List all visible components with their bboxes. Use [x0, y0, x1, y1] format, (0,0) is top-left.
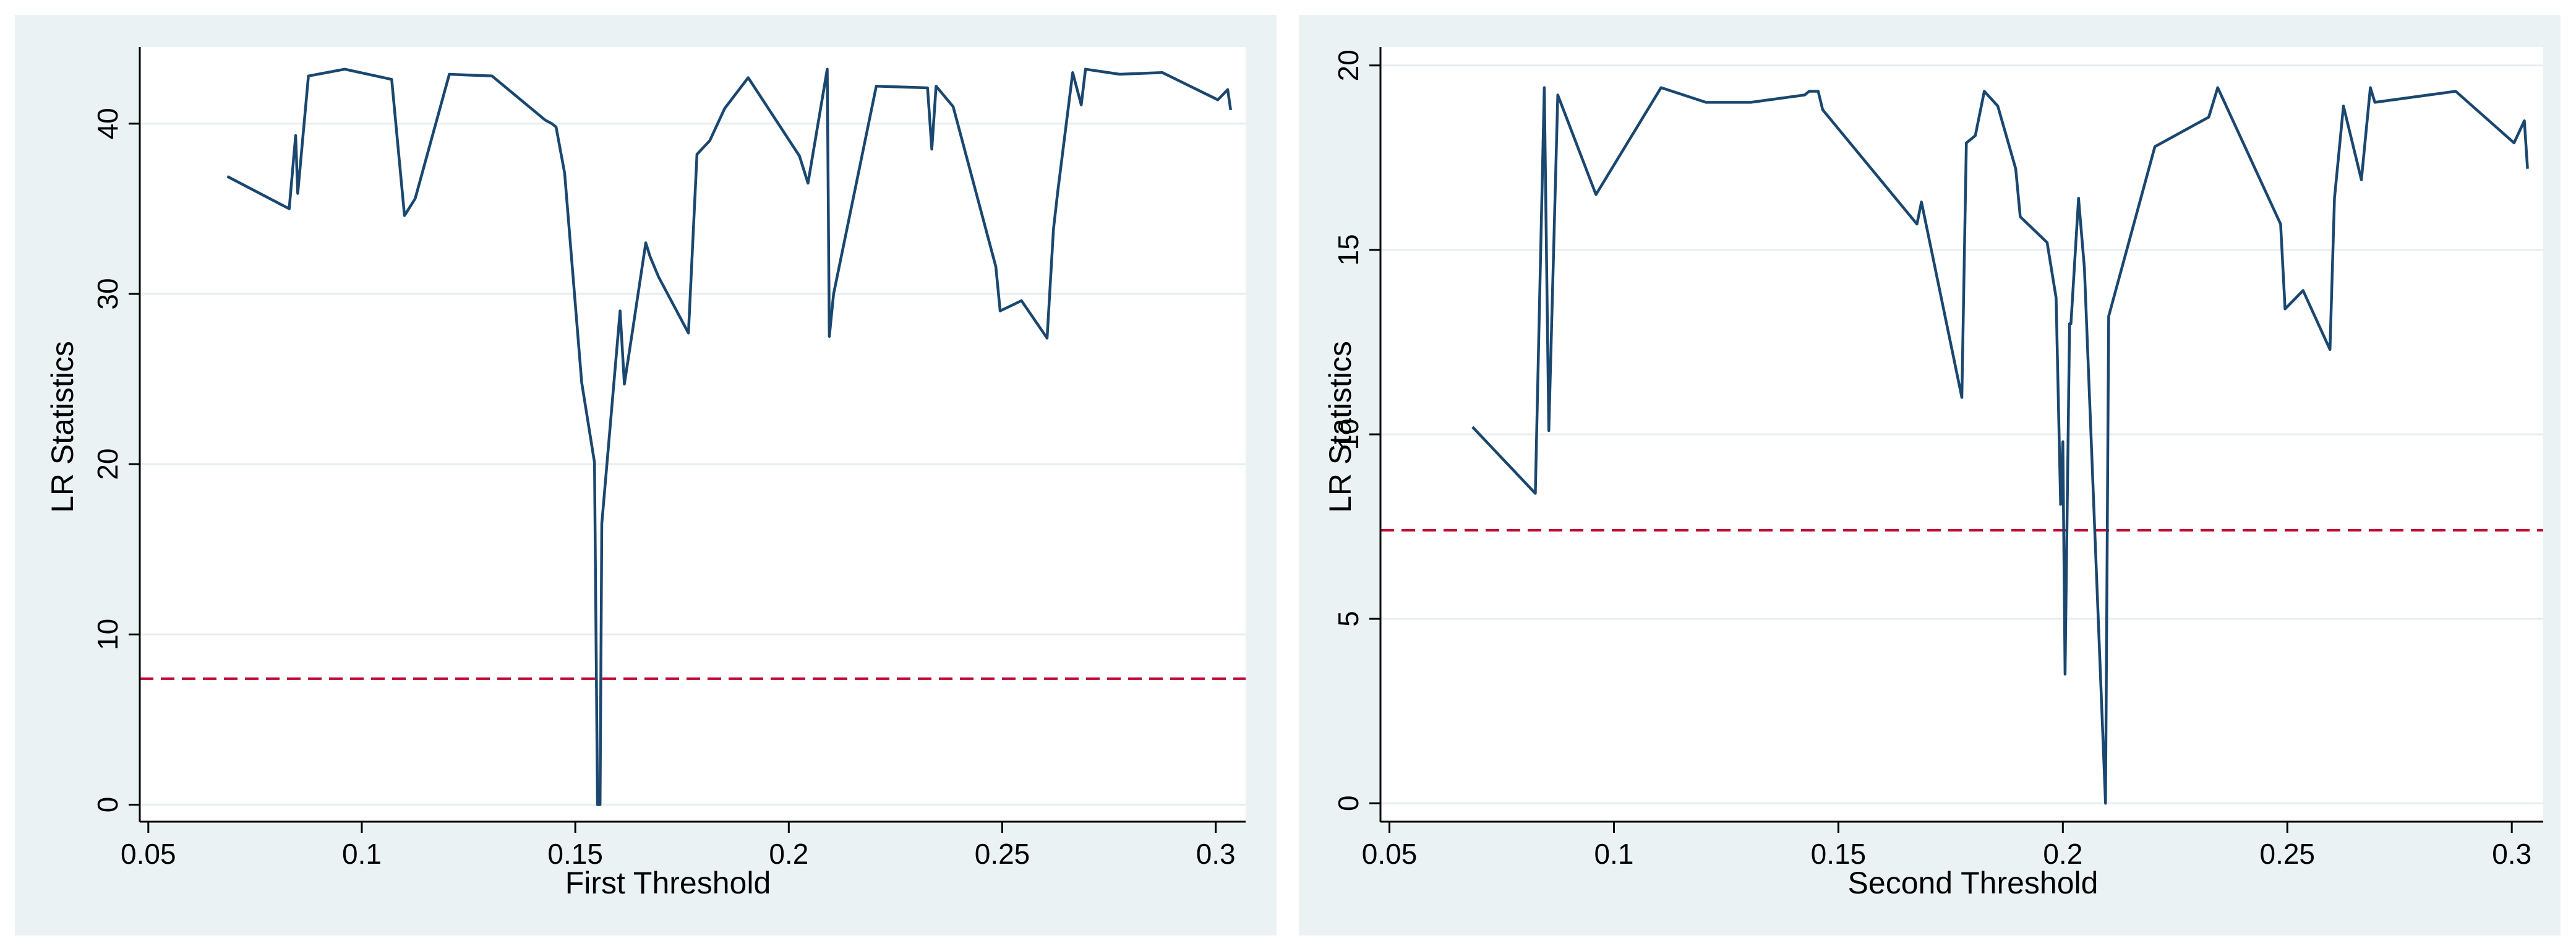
y-axis-title: LR Statistics — [45, 341, 80, 513]
chart-panel-second-threshold: 0 5 10 15 20 0.05 0.1 0.15 0.2 0.25 0.3 Second Th… — [1299, 15, 2561, 936]
plot-area — [140, 47, 1246, 822]
x-tick-label: 0.15 — [1811, 838, 1867, 870]
y-tick-label: 0 — [92, 797, 124, 813]
x-tick-label: 0.05 — [1362, 838, 1418, 870]
y-tick-label: 0 — [1332, 795, 1364, 811]
x-ticks: 0.05 0.1 0.15 0.2 0.25 0.3 — [1362, 822, 2531, 870]
x-axis-title: Second Threshold — [1848, 866, 2099, 900]
x-tick-label: 0.3 — [2492, 838, 2531, 870]
x-tick-label: 0.25 — [2259, 838, 2315, 870]
y-grid — [1380, 64, 2543, 804]
x-tick-label: 0.2 — [2043, 838, 2082, 870]
chart-panel-first-threshold: 0 10 20 30 40 0.05 0.1 0.15 0.2 0.25 0.3 First Th… — [15, 15, 1277, 936]
y-tick-label: 15 — [1332, 234, 1364, 265]
second-threshold-chart: 0 5 10 15 20 0.05 0.1 0.15 0.2 0.25 0.3 Second Th… — [1323, 47, 2543, 900]
series-layer — [1471, 86, 2529, 805]
x-tick-label: 0.15 — [547, 838, 603, 870]
x-tick-label: 0.25 — [975, 838, 1030, 870]
series-layer — [226, 67, 1233, 806]
first-threshold-chart: 0 10 20 30 40 0.05 0.1 0.15 0.2 0.25 0.3 First Th… — [45, 47, 1246, 900]
x-tick-label: 0.1 — [342, 838, 382, 870]
x-tick-label: 0.3 — [1196, 838, 1236, 870]
y-ticks: 0 10 20 30 40 — [92, 108, 140, 812]
y-ticks: 0 5 10 15 20 — [1332, 49, 1380, 811]
lr-statistics-line — [226, 67, 1233, 806]
y-axis-title: LR Statistics — [1323, 341, 1358, 513]
y-tick-label: 20 — [1332, 49, 1364, 81]
x-ticks: 0.05 0.1 0.15 0.2 0.25 0.3 — [121, 822, 1236, 870]
y-tick-label: 10 — [92, 619, 124, 650]
x-tick-label: 0.05 — [121, 838, 176, 870]
x-tick-label: 0.1 — [1594, 838, 1633, 870]
y-tick-label: 5 — [1332, 611, 1364, 627]
x-axis-title: First Threshold — [565, 866, 771, 900]
y-tick-label: 30 — [92, 278, 124, 309]
y-tick-label: 20 — [92, 449, 124, 480]
x-tick-label: 0.2 — [769, 838, 808, 870]
y-grid — [140, 123, 1246, 806]
y-tick-label: 40 — [92, 108, 124, 139]
lr-statistics-line — [1471, 86, 2529, 805]
y-tick-label: 10 — [1332, 418, 1364, 450]
